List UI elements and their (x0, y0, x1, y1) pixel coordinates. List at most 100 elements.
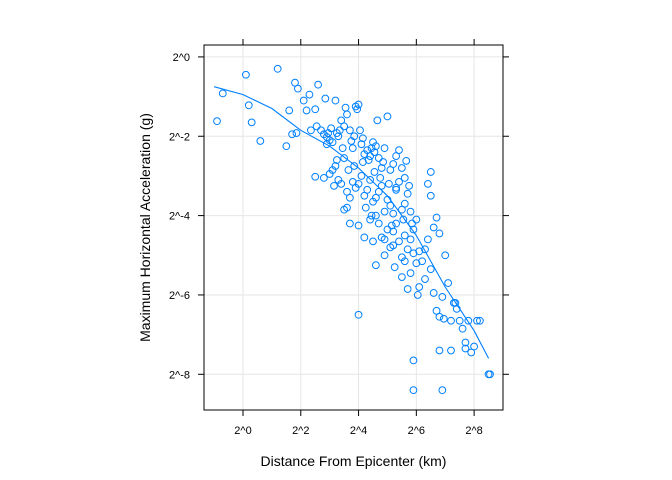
data-point (361, 203, 370, 212)
data-point (438, 293, 447, 301)
data-point (288, 130, 297, 139)
data-point (461, 338, 470, 347)
data-point (340, 122, 349, 131)
data-point (371, 142, 380, 151)
data-point (435, 229, 444, 238)
data-point (356, 126, 364, 135)
data-point (429, 289, 438, 297)
data-point (386, 201, 395, 210)
x-tick-label: 2^8 (465, 425, 482, 437)
data-point (374, 219, 383, 228)
data-point (213, 117, 221, 126)
smooth-fit-line (213, 86, 490, 359)
data-point (366, 175, 375, 184)
data-point (312, 122, 321, 131)
x-axis-title: Distance From Epicenter (km) (261, 453, 447, 469)
data-point (314, 80, 323, 89)
data-point (406, 207, 415, 216)
data-point (423, 179, 432, 188)
data-point (390, 263, 399, 272)
data-point (486, 370, 494, 379)
x-tick-label: 2^6 (408, 425, 425, 437)
data-point (321, 94, 330, 103)
data-point (358, 158, 367, 166)
data-point (435, 346, 444, 355)
data-point (383, 112, 392, 121)
data-point (395, 146, 403, 155)
data-point (305, 90, 314, 99)
data-point (387, 221, 396, 230)
data-point (451, 298, 460, 307)
y-tick-label: 2^-4 (169, 211, 190, 223)
data-point (343, 203, 351, 212)
data-point (350, 132, 359, 141)
data-point (379, 158, 388, 166)
data-point (399, 215, 408, 224)
data-point (332, 156, 341, 164)
data-point (439, 314, 448, 323)
data-point (397, 164, 406, 172)
data-point (371, 211, 380, 220)
data-point (350, 162, 359, 170)
data-point (426, 168, 435, 176)
data-point (370, 168, 379, 176)
data-point (412, 215, 421, 224)
data-point (447, 346, 455, 355)
data-point (292, 129, 301, 137)
data-point (334, 132, 343, 141)
data-point (400, 231, 409, 240)
data-point (389, 227, 398, 236)
data-point (444, 279, 453, 287)
data-point (367, 211, 376, 220)
data-point (345, 126, 354, 135)
data-point (473, 316, 481, 325)
data-point (402, 156, 411, 165)
data-point (426, 265, 435, 274)
data-point (408, 219, 416, 228)
data-point (366, 152, 375, 160)
data-point (354, 310, 363, 319)
x-tick-label: 2^2 (292, 425, 309, 437)
data-point (360, 233, 369, 242)
data-point (455, 316, 464, 325)
y-tick-label: 2^-8 (169, 369, 190, 381)
data-point (397, 273, 406, 281)
x-tick-label: 2^4 (350, 425, 367, 437)
data-point (400, 174, 409, 182)
data-point (273, 64, 282, 73)
data-point (302, 106, 311, 115)
data-point (299, 96, 308, 105)
data-point (380, 207, 389, 216)
data-point (319, 174, 328, 182)
data-point (357, 140, 366, 149)
data-point (354, 100, 363, 109)
data-point (285, 106, 294, 115)
data-point (380, 144, 389, 153)
data-point (341, 103, 350, 112)
data-point (376, 174, 385, 182)
data-point (458, 324, 467, 333)
data-point (348, 144, 357, 153)
data-point (293, 84, 302, 93)
data-point (403, 285, 412, 293)
data-point (369, 237, 377, 246)
data-point (423, 235, 432, 244)
data-point (426, 191, 435, 200)
data-point (380, 235, 389, 244)
data-point (392, 185, 401, 194)
data-point (371, 261, 380, 270)
data-point (373, 116, 382, 125)
data-point (282, 142, 291, 151)
data-point (421, 275, 429, 283)
data-point (344, 166, 353, 174)
data-point (340, 154, 349, 162)
data-point (464, 316, 473, 325)
data-point (415, 283, 424, 291)
data-point (421, 245, 429, 254)
data-point (412, 259, 421, 268)
data-point (413, 291, 422, 299)
data-point (338, 144, 347, 153)
data-point (327, 124, 336, 133)
data-point (337, 179, 346, 188)
data-point (241, 70, 250, 79)
